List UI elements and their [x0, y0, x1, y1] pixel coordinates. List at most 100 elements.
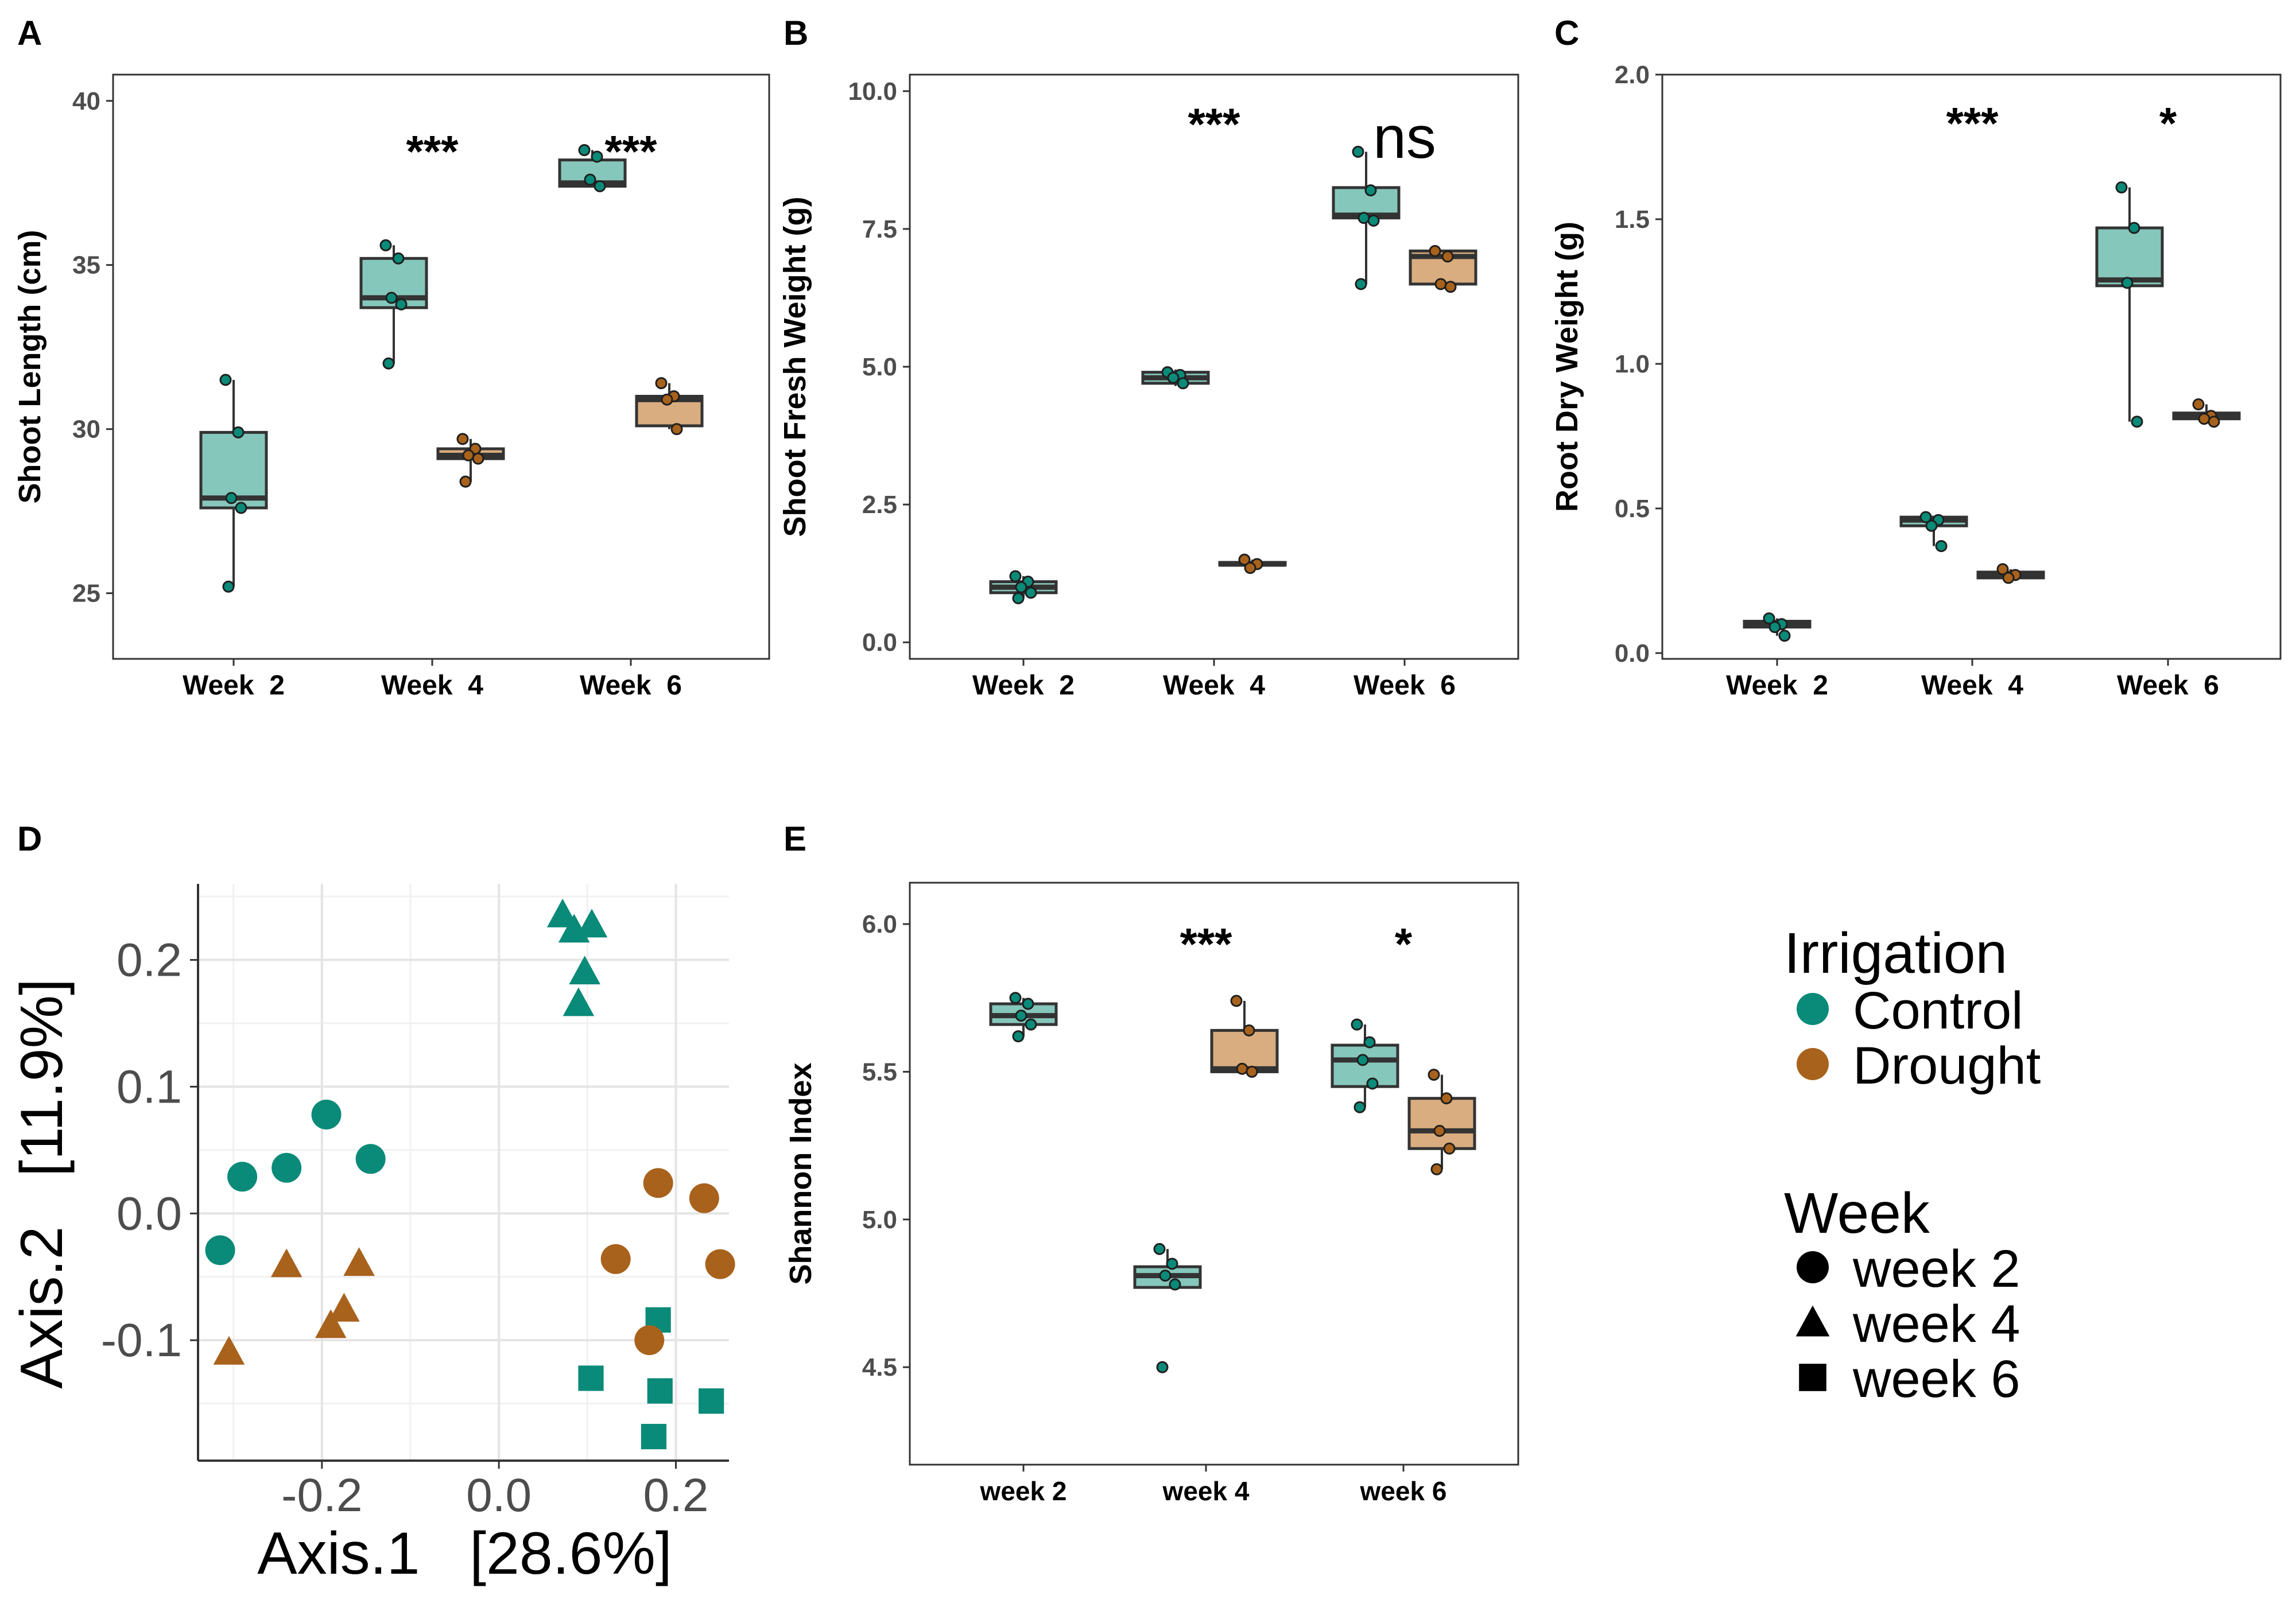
y-tick-label: 40 [72, 87, 100, 115]
y-tick-label: 5.0 [862, 353, 897, 381]
panel-letter: D [17, 820, 42, 858]
data-point [1166, 1257, 1178, 1270]
box-control [1743, 612, 1812, 642]
series-drought-week-4 [213, 1247, 375, 1365]
data-point [2002, 572, 2015, 584]
data-point [1009, 992, 1022, 1004]
data-point [272, 1152, 302, 1183]
y-axis-label: Shoot Length (cm) [13, 230, 47, 504]
box-control [359, 239, 428, 370]
data-point [1441, 250, 1454, 263]
y-tick-label: 0.0 [862, 628, 897, 657]
y-tick-label: 5.5 [862, 1058, 897, 1086]
significance-label: *** [1180, 919, 1232, 969]
data-point [647, 1378, 673, 1404]
significance-label: *** [1188, 99, 1240, 149]
box-control [1141, 366, 1210, 390]
data-point [1355, 278, 1367, 290]
legend-label: Control [1853, 981, 2023, 1040]
x-tick-label: Week 4 [1163, 670, 1265, 701]
data-point [1367, 215, 1380, 227]
data-point [641, 1423, 667, 1450]
data-point [600, 1244, 631, 1274]
data-point [1430, 1163, 1443, 1175]
significance-label: *** [604, 126, 657, 176]
data-point [634, 1325, 665, 1356]
x-tick-label: Week 4 [381, 670, 483, 701]
data-point [2198, 413, 2210, 425]
data-point [270, 1248, 302, 1278]
data-point [315, 1309, 347, 1338]
data-point [328, 1292, 360, 1322]
data-point [2192, 398, 2205, 411]
panel-letter: B [784, 14, 808, 52]
data-point [576, 909, 608, 938]
y-tick-label: 10.0 [848, 77, 897, 106]
x-tick-label: week 2 [980, 1476, 1067, 1506]
data-point [205, 1235, 235, 1266]
legend-shape [1797, 1251, 1829, 1283]
data-point [1230, 995, 1243, 1007]
y-tick-label: 2.0 [1615, 61, 1650, 89]
x-tick-label: Week 6 [2117, 670, 2219, 701]
series-drought-week-2 [600, 1168, 735, 1356]
data-point [1768, 621, 1781, 634]
box-control [558, 144, 627, 192]
data-point [1925, 519, 1938, 532]
data-point [689, 1183, 719, 1213]
data-point [1238, 553, 1251, 566]
x-tick-label: -0.2 [281, 1469, 362, 1521]
panel-c: C 0.0 0.5 1.0 1.5 2.0 Root Dry Weight (g) Week … [1550, 14, 2282, 701]
data-point [379, 239, 392, 251]
y-tick-label: 0.0 [117, 1187, 182, 1240]
y-tick-label: 6.0 [862, 910, 897, 938]
x-tick-label: Week 6 [1353, 670, 1456, 701]
y-axis-label: Shannon Index [784, 1062, 818, 1284]
y-axis-label: Root Dry Weight (g) [1550, 222, 1584, 512]
data-point [655, 377, 668, 390]
data-point [591, 150, 603, 163]
data-point [1243, 1024, 1255, 1037]
box-drought [436, 433, 505, 488]
data-point [1443, 1142, 1456, 1155]
data-point [1352, 145, 1364, 158]
box-control [989, 992, 1058, 1043]
x-tick-label: Week 6 [580, 670, 682, 701]
data-point [661, 393, 673, 406]
x-tick-label: Week 2 [972, 670, 1075, 701]
data-point [1919, 511, 1932, 523]
data-point [392, 252, 405, 265]
legend-swatch [1797, 993, 1829, 1025]
significance-label: * [1395, 919, 1413, 969]
box-control [1133, 1243, 1202, 1373]
x-tick-label: week 4 [1162, 1476, 1250, 1506]
box-body [1331, 1043, 1399, 1088]
panel-letter: E [784, 820, 806, 858]
legend-title-irrigation: Irrigation [1784, 921, 2007, 985]
series-control-week-2 [205, 1100, 386, 1266]
box-control [1899, 511, 1968, 552]
data-point [1009, 570, 1022, 583]
y-tick-label: 1.5 [1615, 205, 1650, 234]
box-control [2095, 181, 2164, 428]
data-point [546, 898, 579, 927]
data-point [1153, 1243, 1166, 1255]
box-drought [635, 377, 704, 436]
data-point [1244, 562, 1256, 575]
legend-label: week 4 [1852, 1295, 2020, 1353]
box-drought [1210, 995, 1279, 1078]
box-drought [1218, 553, 1287, 575]
panel-frame [909, 882, 1519, 1466]
legend-swatch [1797, 1048, 1829, 1080]
data-point [459, 475, 472, 488]
data-point [355, 1144, 386, 1174]
data-point [1012, 1030, 1025, 1043]
data-point [1025, 1018, 1037, 1031]
data-point [1428, 1069, 1440, 1081]
data-point [699, 1388, 724, 1414]
y-axis-label: Axis.2 [11.9%] [9, 979, 75, 1389]
data-point [2121, 277, 2134, 289]
panel-frame [112, 73, 770, 660]
y-tick-label: 5.0 [862, 1206, 897, 1234]
